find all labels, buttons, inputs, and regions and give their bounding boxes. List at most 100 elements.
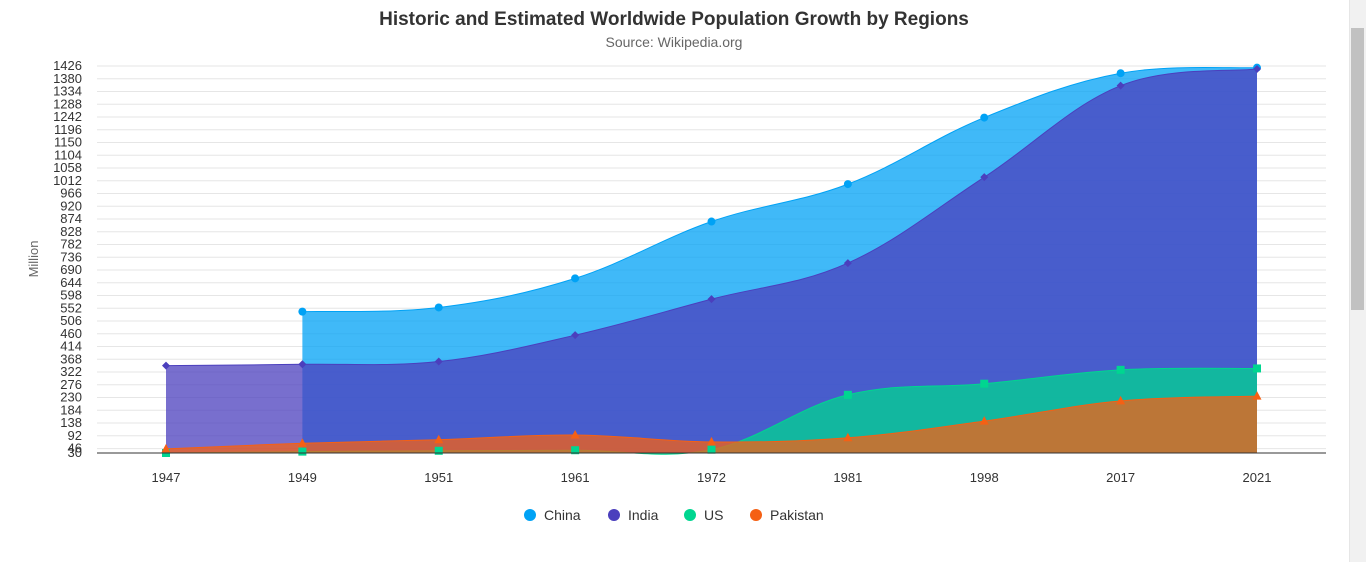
y-tick-label: 276 — [60, 377, 82, 392]
legend-label: China — [544, 507, 581, 523]
y-tick-label: 414 — [60, 339, 82, 354]
legend-swatch — [524, 509, 536, 521]
point-us[interactable] — [843, 390, 852, 399]
legend-label: India — [628, 507, 659, 523]
y-tick-label: 1334 — [53, 84, 82, 99]
x-tick-label: 2017 — [1106, 470, 1135, 485]
chart-title: Historic and Estimated Worldwide Populat… — [379, 9, 969, 30]
series-areas — [165, 66, 1258, 455]
point-us[interactable] — [1253, 364, 1261, 373]
y-tick-label: 46 — [68, 441, 82, 456]
legend-swatch — [608, 509, 620, 521]
x-tick-label: 1972 — [697, 470, 726, 485]
x-tick-label: 1951 — [424, 470, 453, 485]
x-tick-label: 1947 — [152, 470, 181, 485]
area-india — [166, 69, 1257, 453]
y-tick-label: 1012 — [53, 173, 82, 188]
series-markers — [161, 63, 1262, 457]
y-tick-label: 1104 — [54, 147, 82, 162]
point-india[interactable] — [707, 295, 716, 304]
legend-item-china[interactable]: China — [524, 507, 581, 523]
legend-label: Pakistan — [770, 507, 824, 523]
point-pakistan[interactable] — [434, 434, 444, 444]
point-pakistan[interactable] — [843, 432, 853, 442]
point-pakistan[interactable] — [570, 429, 580, 439]
point-china[interactable] — [707, 217, 716, 226]
legend-item-pakistan[interactable]: Pakistan — [750, 507, 824, 523]
y-tick-label: 736 — [60, 249, 82, 264]
y-tick-label: 1150 — [54, 135, 82, 150]
point-us[interactable] — [298, 447, 307, 456]
y-tick-label: 690 — [60, 262, 82, 277]
y-tick-label: 1242 — [53, 109, 82, 124]
point-india[interactable] — [1116, 81, 1125, 90]
y-tick-label: 598 — [60, 288, 82, 303]
point-china[interactable] — [298, 307, 307, 316]
legend-swatch — [684, 509, 696, 521]
point-india[interactable] — [162, 361, 170, 370]
y-tick-label: 782 — [60, 237, 82, 252]
point-pakistan[interactable] — [707, 436, 716, 446]
x-tick-label: 1961 — [561, 470, 590, 485]
legend-item-india[interactable]: India — [608, 507, 659, 523]
point-pakistan[interactable] — [297, 438, 307, 447]
point-us[interactable] — [1116, 365, 1125, 374]
y-tick-label: 506 — [60, 313, 82, 328]
point-china[interactable] — [571, 274, 580, 283]
line-china — [302, 66, 1258, 313]
point-india[interactable] — [980, 173, 989, 182]
y-tick-label: 230 — [60, 390, 82, 405]
vertical-scrollbar[interactable] — [1349, 0, 1366, 562]
x-axis-ticks: 1947 1949 1951 1961 1972 1981 1998 2017 2021 — [152, 470, 1272, 485]
x-tick-label: 1998 — [970, 470, 999, 485]
point-pakistan[interactable] — [161, 443, 171, 453]
y-tick-label: 1196 — [54, 122, 82, 137]
y-tick-label: 1380 — [53, 71, 82, 86]
legend-label: US — [704, 507, 723, 523]
point-india[interactable] — [571, 331, 580, 340]
y-tick-label: 184 — [60, 402, 82, 417]
point-india[interactable] — [298, 360, 307, 369]
point-us[interactable] — [707, 445, 716, 454]
point-china[interactable] — [1116, 69, 1125, 78]
scrollbar-thumb[interactable] — [1351, 28, 1364, 310]
y-tick-label: 1058 — [53, 160, 82, 175]
y-tick-label: 92 — [68, 428, 82, 443]
chart-subtitle: Source: Wikipedia.org — [606, 34, 743, 50]
y-tick-label: 828 — [60, 224, 82, 239]
point-us[interactable] — [980, 379, 989, 388]
point-china[interactable] — [980, 113, 989, 122]
y-tick-label: 460 — [60, 326, 82, 341]
x-tick-label: 2021 — [1243, 470, 1272, 485]
point-pakistan[interactable] — [1252, 391, 1262, 400]
x-tick-label: 1981 — [833, 470, 862, 485]
point-pakistan[interactable] — [1116, 395, 1126, 405]
y-tick-label: 1288 — [53, 96, 82, 111]
y-tick-label: 644 — [60, 275, 82, 290]
point-us[interactable] — [571, 446, 580, 455]
legend: China India US Pakistan — [524, 507, 824, 523]
point-china[interactable] — [843, 180, 852, 189]
y-tick-label: 920 — [60, 198, 82, 213]
y-tick-label: 322 — [60, 364, 82, 379]
x-tick-label: 1949 — [288, 470, 317, 485]
y-axis-ticks: 3046921381842302763223684144605065525986… — [53, 58, 82, 460]
point-pakistan[interactable] — [979, 416, 989, 425]
point-china[interactable] — [434, 303, 443, 312]
y-tick-label: 1426 — [53, 58, 82, 73]
y-tick-label: 966 — [60, 186, 82, 201]
legend-item-us[interactable]: US — [684, 507, 723, 523]
y-tick-label: 138 — [60, 415, 82, 430]
y-tick-label: 368 — [60, 351, 82, 366]
legend-swatch — [750, 509, 762, 521]
y-tick-label: 30 — [68, 445, 82, 460]
y-tick-label: 874 — [60, 211, 82, 226]
y-tick-label: 552 — [60, 300, 82, 315]
point-us[interactable] — [434, 446, 443, 455]
point-india[interactable] — [434, 357, 443, 366]
area-pakistan — [166, 396, 1257, 453]
point-india[interactable] — [843, 259, 852, 268]
point-india[interactable] — [1253, 65, 1261, 74]
y-axis-title: Million — [26, 241, 41, 278]
